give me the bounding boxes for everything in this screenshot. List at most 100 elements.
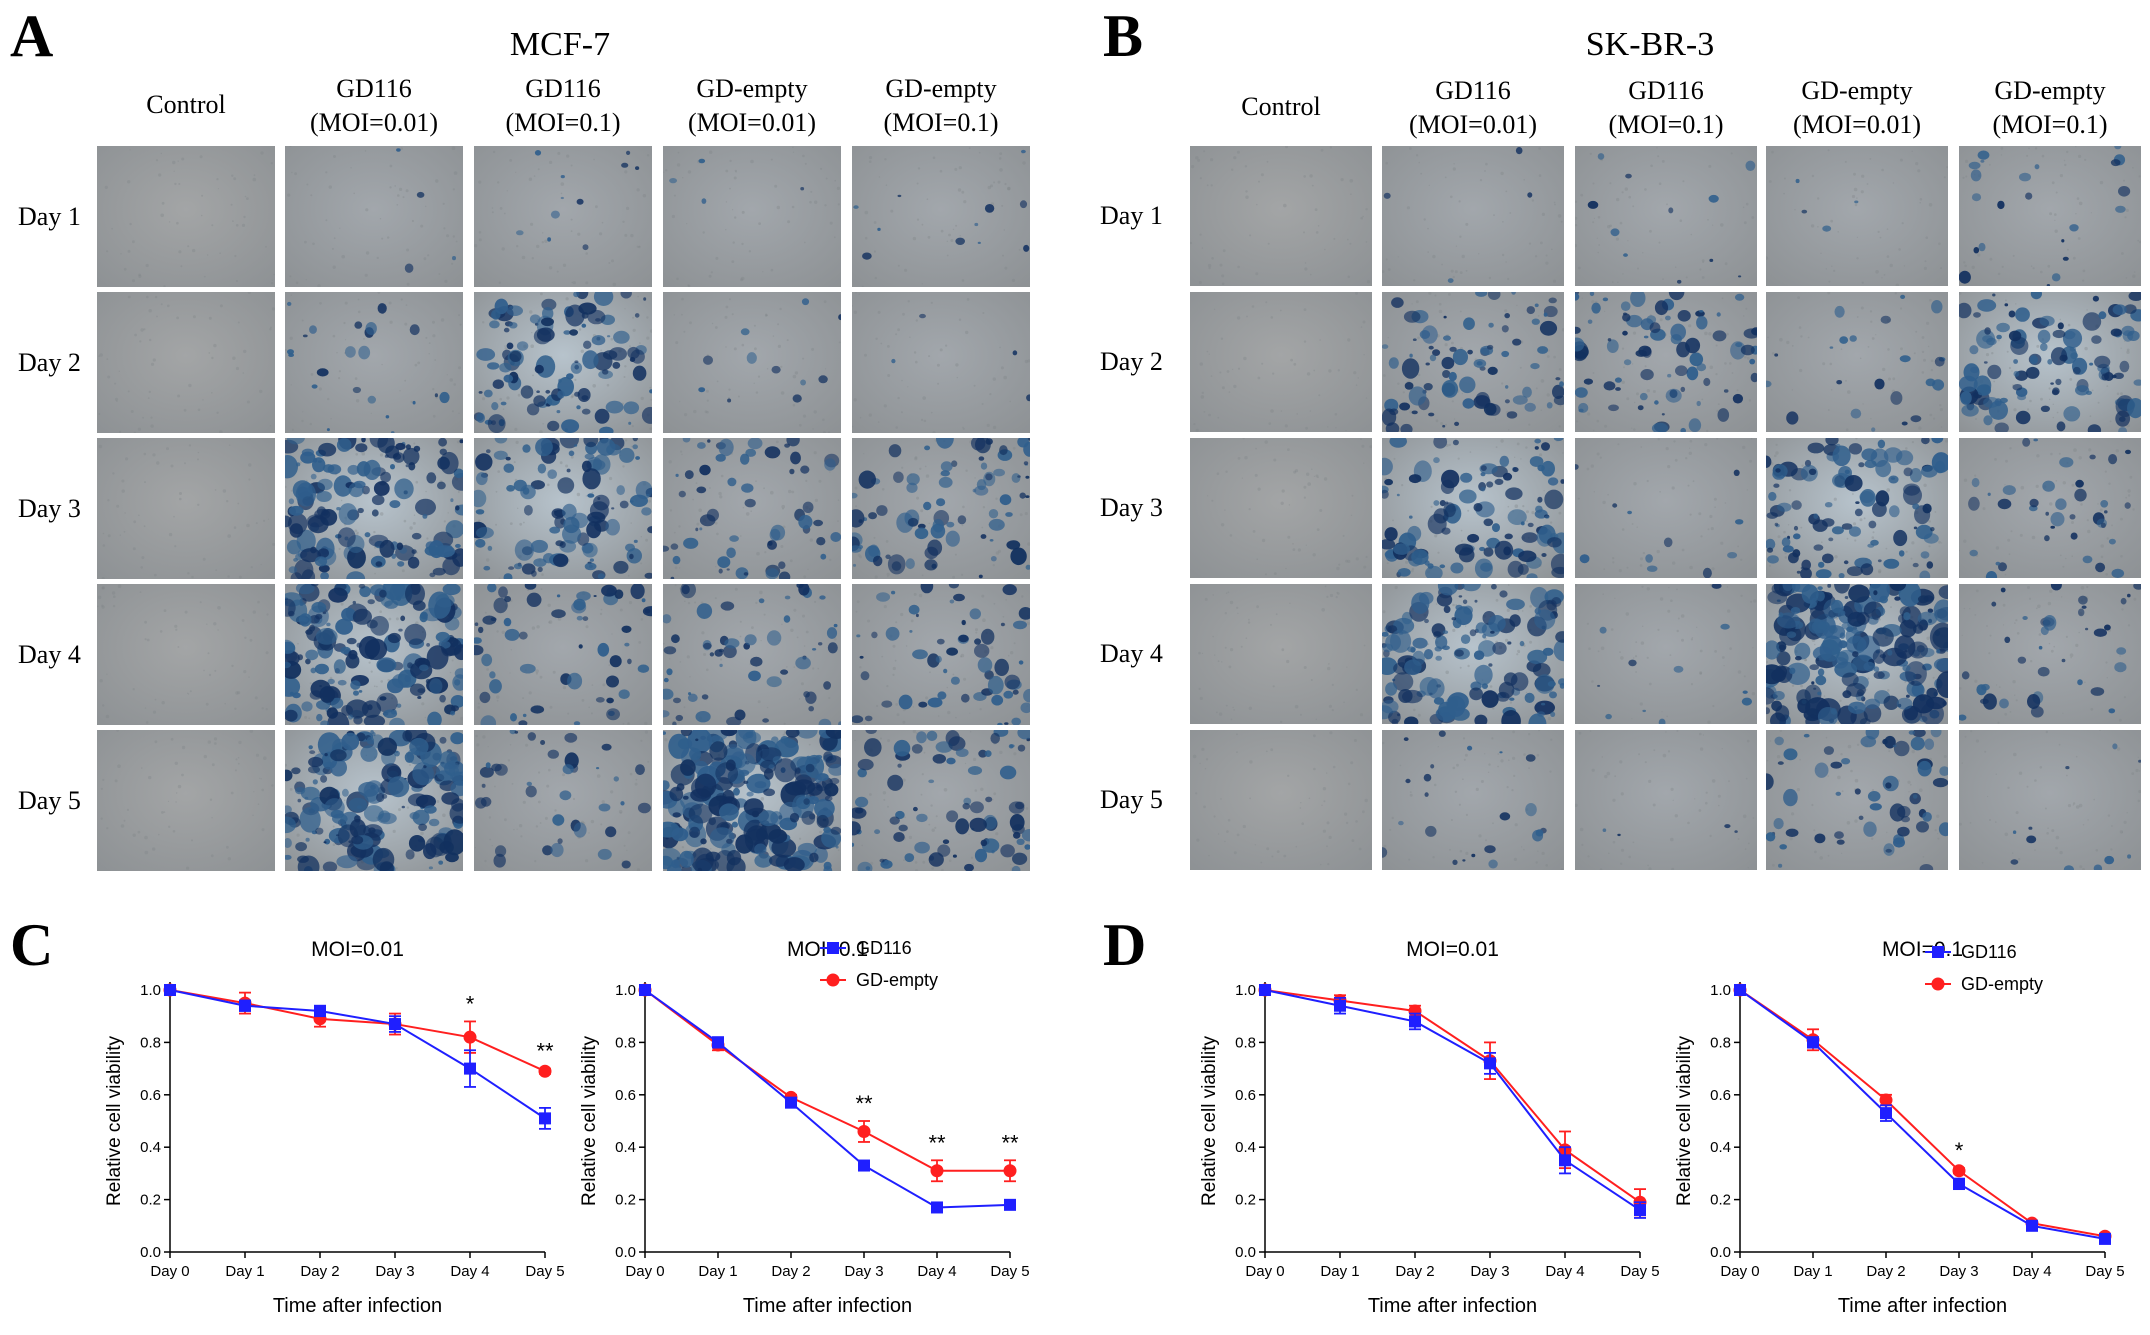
micrograph-cell <box>852 292 1030 433</box>
micrograph-cell <box>1959 730 2141 870</box>
x-axis-label: Time after infection <box>1838 1295 2007 1317</box>
x-tick-label: Day 0 <box>1720 1263 1759 1280</box>
y-tick-label: 0.0 <box>1235 1244 1256 1261</box>
micrograph-cell <box>97 584 275 725</box>
column-header: GD-empty (MOI=0.1) <box>1949 74 2150 142</box>
data-point-gd116 <box>1409 1015 1421 1027</box>
micrograph-cell <box>852 438 1030 579</box>
x-tick-label: Day 2 <box>1866 1263 1905 1280</box>
data-point-gd116 <box>712 1036 724 1048</box>
x-tick-label: Day 1 <box>225 1263 264 1280</box>
data-point-gd116 <box>539 1112 551 1124</box>
micrograph-cell <box>852 584 1030 725</box>
y-tick-label: 0.8 <box>140 1034 161 1051</box>
row-header: Day 3 <box>1100 493 1163 523</box>
micrograph-cell <box>285 438 463 579</box>
micrograph-cell <box>663 730 841 871</box>
row-header: Day 2 <box>18 348 81 378</box>
micrograph-cell <box>1766 730 1948 870</box>
micrograph-cell <box>474 584 652 725</box>
micrograph-cell <box>1766 146 1948 286</box>
x-tick-label: Day 1 <box>1793 1263 1832 1280</box>
micrograph-cell <box>97 146 275 287</box>
data-point-gd116 <box>1484 1057 1496 1069</box>
micrograph-cell <box>1382 292 1564 432</box>
y-axis-label: Relative cell viability <box>104 1036 125 1207</box>
column-header: GD-empty (MOI=0.1) <box>842 72 1040 140</box>
x-tick-label: Day 4 <box>2012 1263 2051 1280</box>
y-tick-label: 0.0 <box>615 1244 636 1261</box>
y-tick-label: 1.0 <box>140 982 161 999</box>
micrograph-cell <box>1190 292 1372 432</box>
column-header: Control <box>87 88 285 122</box>
micrograph-cell <box>1190 730 1372 870</box>
micrograph-cell <box>285 292 463 433</box>
row-header: Day 1 <box>18 202 81 232</box>
legend-marker <box>1932 978 1945 991</box>
micrograph-cell <box>852 730 1030 871</box>
x-tick-label: Day 4 <box>917 1263 956 1280</box>
micrograph-cell <box>474 292 652 433</box>
data-point-gd116 <box>164 984 176 996</box>
micrograph-cell <box>285 146 463 287</box>
x-tick-label: Day 2 <box>1395 1263 1434 1280</box>
row-header: Day 4 <box>18 640 81 670</box>
micrograph-cell <box>1382 146 1564 286</box>
y-tick-label: 0.8 <box>1235 1034 1256 1051</box>
legend-marker <box>827 942 839 954</box>
series-line-gd116 <box>645 990 1010 1207</box>
x-tick-label: Day 3 <box>375 1263 414 1280</box>
y-tick-label: 0.4 <box>140 1139 161 1156</box>
row-header: Day 1 <box>1100 201 1163 231</box>
data-point-gd116 <box>389 1018 401 1030</box>
y-tick-label: 0.2 <box>1710 1192 1731 1209</box>
x-tick-label: Day 0 <box>1245 1263 1284 1280</box>
data-point-gd116 <box>464 1063 476 1075</box>
y-tick-label: 0.2 <box>1235 1192 1256 1209</box>
data-point-gd116 <box>1334 1000 1346 1012</box>
significance-annotation: ** <box>1001 1130 1019 1155</box>
micrograph-cell <box>1382 438 1564 578</box>
panel-a-title: MCF-7 <box>440 28 680 62</box>
micrograph-cell <box>663 438 841 579</box>
y-tick-label: 0.6 <box>1235 1087 1256 1104</box>
legend-label: GD116 <box>1961 942 2017 962</box>
micrograph-cell <box>474 146 652 287</box>
y-tick-label: 0.8 <box>1710 1034 1731 1051</box>
x-tick-label: Day 5 <box>2085 1263 2124 1280</box>
micrograph-cell <box>1575 438 1757 578</box>
series-line-gd-empty <box>645 990 1010 1171</box>
x-axis-label: Time after infection <box>273 1295 442 1317</box>
significance-annotation: ** <box>855 1091 873 1116</box>
micrograph-cell <box>1959 146 2141 286</box>
chart-title: MOI=0.1 <box>1882 938 1963 961</box>
column-header: GD116 (MOI=0.01) <box>275 72 473 140</box>
x-tick-label: Day 5 <box>990 1263 1029 1280</box>
significance-annotation: ** <box>928 1130 946 1155</box>
micrograph-cell <box>1766 584 1948 724</box>
x-tick-label: Day 5 <box>525 1263 564 1280</box>
y-tick-label: 0.8 <box>615 1034 636 1051</box>
panel-letter-c: C <box>10 915 53 975</box>
micrograph-cell <box>1766 438 1948 578</box>
row-header: Day 5 <box>18 786 81 816</box>
data-point-gd116 <box>2099 1233 2111 1245</box>
data-point-gd-empty <box>464 1031 477 1044</box>
data-point-gd116 <box>1734 984 1746 996</box>
panel-letter-d: D <box>1103 915 1146 975</box>
y-tick-label: 1.0 <box>615 982 636 999</box>
data-point-gd116 <box>2026 1220 2038 1232</box>
chart-title: MOI=0.01 <box>1406 938 1499 961</box>
micrograph-cell <box>1959 292 2141 432</box>
y-tick-label: 0.6 <box>1710 1087 1731 1104</box>
x-tick-label: Day 3 <box>844 1263 883 1280</box>
row-header: Day 4 <box>1100 639 1163 669</box>
panel-letter-a: A <box>10 6 53 66</box>
x-tick-label: Day 0 <box>150 1263 189 1280</box>
y-tick-label: 0.0 <box>140 1244 161 1261</box>
